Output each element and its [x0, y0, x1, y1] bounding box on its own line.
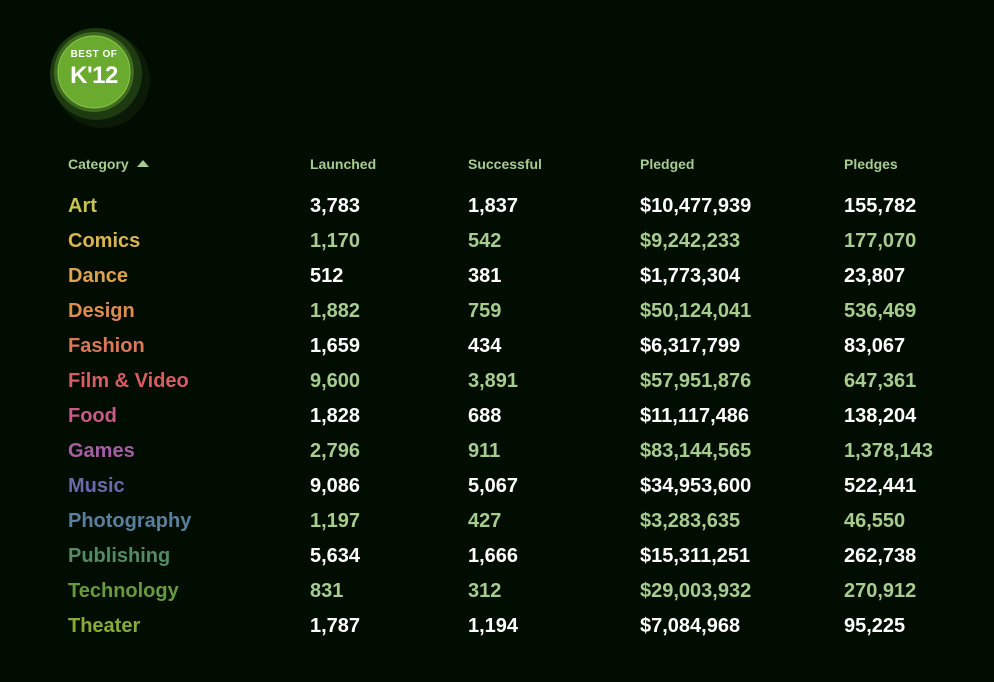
pledged-value: $83,144,565: [640, 440, 752, 462]
sort-ascending-icon[interactable]: [136, 160, 149, 167]
best-of-badge: BEST OF K'12: [48, 26, 152, 130]
launched-value: 9,600: [310, 370, 361, 392]
pledges-value: 270,912: [844, 580, 917, 602]
table-body: Art 3,783 1,837 $10,477,939 155,782 Comics 1,1…: [68, 189, 964, 644]
pledges-value: 522,441: [844, 475, 917, 497]
launched-value: 1,787: [310, 615, 361, 637]
category-name: Dance: [68, 265, 129, 287]
column-header-successful[interactable]: Successful: [468, 156, 542, 172]
pledges-value: 536,469: [844, 300, 917, 322]
successful-value: 1,666: [468, 545, 519, 567]
table-row[interactable]: Art 3,783 1,837 $10,477,939 155,782: [68, 189, 964, 224]
category-name: Food: [68, 405, 117, 427]
column-header-pledged[interactable]: Pledged: [640, 156, 695, 172]
pledged-value: $29,003,932: [640, 580, 752, 602]
pledges-value: 647,361: [844, 370, 917, 392]
table-row[interactable]: Food 1,828 688 $11,117,486 138,204: [68, 399, 964, 434]
successful-value: 542: [468, 230, 502, 252]
table-row[interactable]: Publishing 5,634 1,666 $15,311,251 262,738: [68, 539, 964, 574]
table-row[interactable]: Music 9,086 5,067 $34,953,600 522,441: [68, 469, 964, 504]
launched-value: 1,170: [310, 230, 361, 252]
pledged-value: $50,124,041: [640, 300, 752, 322]
table-row[interactable]: Photography 1,197 427 $3,283,635 46,550: [68, 504, 964, 539]
table-row[interactable]: Comics 1,170 542 $9,242,233 177,070: [68, 224, 964, 259]
successful-value: 1,837: [468, 195, 519, 217]
table-row[interactable]: Design 1,882 759 $50,124,041 536,469: [68, 294, 964, 329]
launched-value: 5,634: [310, 545, 361, 567]
badge-top-text: BEST OF: [70, 49, 118, 60]
launched-value: 1,197: [310, 510, 361, 532]
launched-value: 2,796: [310, 440, 361, 462]
successful-value: 434: [468, 335, 502, 357]
category-name: Art: [68, 195, 97, 217]
pledges-value: 1,378,143: [844, 440, 933, 462]
pledged-value: $1,773,304: [640, 265, 741, 287]
category-name: Music: [68, 475, 125, 497]
column-header-pledges[interactable]: Pledges: [844, 156, 898, 172]
successful-value: 427: [468, 510, 502, 532]
pledged-value: $7,084,968: [640, 615, 741, 637]
launched-value: 9,086: [310, 475, 361, 497]
column-header-category[interactable]: Category: [68, 147, 310, 181]
table-row[interactable]: Dance 512 381 $1,773,304 23,807: [68, 259, 964, 294]
pledges-value: 95,225: [844, 615, 906, 637]
category-stats-table: Category Launched Successful Pledged Ple…: [68, 147, 964, 644]
pledged-value: $11,117,486: [640, 405, 750, 427]
category-name: Publishing: [68, 545, 171, 567]
category-name: Games: [68, 440, 135, 462]
pledged-value: $10,477,939: [640, 195, 752, 217]
pledges-value: 83,067: [844, 335, 906, 357]
pledged-value: $15,311,251: [640, 545, 751, 567]
category-name: Photography: [68, 510, 192, 532]
launched-value: 831: [310, 580, 344, 602]
header-spacer: [68, 181, 964, 189]
category-name: Film & Video: [68, 370, 189, 392]
pledges-value: 138,204: [844, 405, 917, 427]
successful-value: 5,067: [468, 475, 519, 497]
pledged-value: $57,951,876: [640, 370, 752, 392]
successful-value: 759: [468, 300, 502, 322]
pledged-value: $34,953,600: [640, 475, 752, 497]
launched-value: 512: [310, 265, 344, 287]
pledged-value: $3,283,635: [640, 510, 741, 532]
column-header-category-label: Category: [68, 156, 129, 172]
pledges-value: 155,782: [844, 195, 917, 217]
category-name: Fashion: [68, 335, 145, 357]
launched-value: 3,783: [310, 195, 361, 217]
pledges-value: 46,550: [844, 510, 906, 532]
successful-value: 688: [468, 405, 502, 427]
table-row[interactable]: Fashion 1,659 434 $6,317,799 83,067: [68, 329, 964, 364]
table-row[interactable]: Technology 831 312 $29,003,932 270,912: [68, 574, 964, 609]
table-row[interactable]: Theater 1,787 1,194 $7,084,968 95,225: [68, 609, 964, 644]
badge-main-text: K'12: [70, 62, 118, 89]
successful-value: 381: [468, 265, 502, 287]
pledges-value: 262,738: [844, 545, 917, 567]
successful-value: 3,891: [468, 370, 519, 392]
pledges-value: 177,070: [844, 230, 917, 252]
launched-value: 1,659: [310, 335, 361, 357]
successful-value: 1,194: [468, 615, 519, 637]
launched-value: 1,882: [310, 300, 361, 322]
category-name: Technology: [68, 580, 179, 602]
table-row[interactable]: Film & Video 9,600 3,891 $57,951,876 647,361: [68, 364, 964, 399]
category-name: Theater: [68, 615, 141, 637]
successful-value: 911: [468, 440, 501, 462]
category-name: Design: [68, 300, 135, 322]
pledges-value: 23,807: [844, 265, 906, 287]
badge-circle: [50, 28, 150, 128]
pledged-value: $6,317,799: [640, 335, 741, 357]
table-row[interactable]: Games 2,796 911 $83,144,565 1,378,143: [68, 434, 964, 469]
column-header-launched[interactable]: Launched: [310, 156, 377, 172]
launched-value: 1,828: [310, 405, 361, 427]
category-name: Comics: [68, 230, 141, 252]
successful-value: 312: [468, 580, 502, 602]
table-header-row: Category Launched Successful Pledged Ple…: [68, 147, 964, 181]
pledged-value: $9,242,233: [640, 230, 741, 252]
